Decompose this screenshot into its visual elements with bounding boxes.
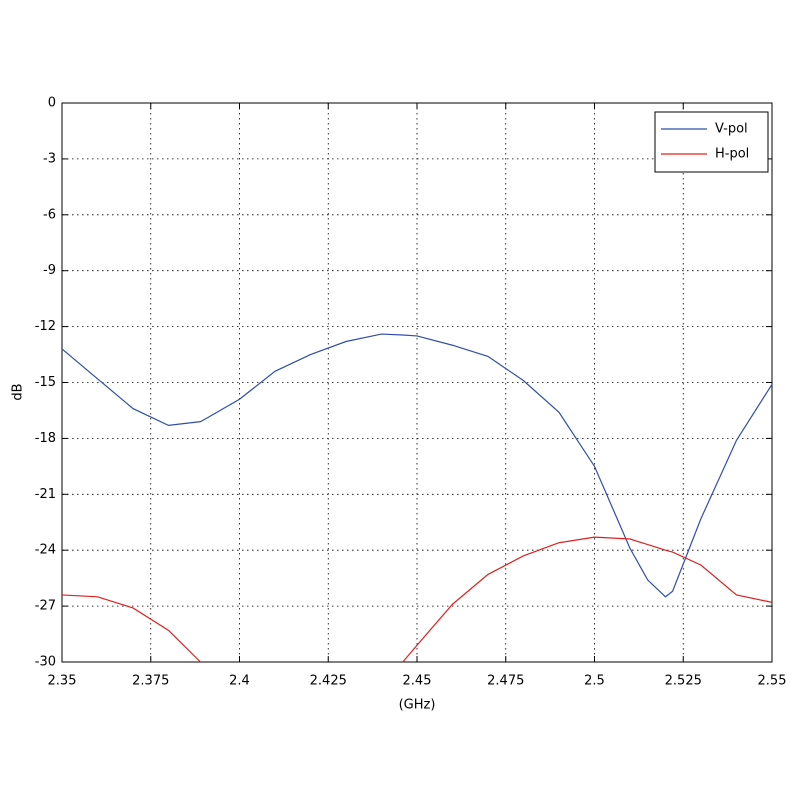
x-tick-label: 2.55: [758, 674, 787, 689]
y-tick-label: 0: [48, 96, 56, 111]
x-axis-label: (GHz): [399, 698, 436, 713]
y-tick-label: -6: [43, 207, 56, 222]
y-tick-label: -27: [35, 599, 56, 614]
x-tick-label: 2.425: [310, 674, 347, 689]
y-tick-label: -9: [43, 263, 56, 278]
x-tick-label: 2.4: [229, 674, 250, 689]
y-tick-label: -3: [43, 151, 56, 166]
y-tick-label: -18: [35, 431, 56, 446]
data-line: [61, 333, 773, 598]
y-axis-label: dB: [11, 383, 26, 400]
y-tick-label: -21: [35, 487, 56, 502]
legend-label: H-pol: [715, 147, 749, 162]
x-tick-label: 2.475: [487, 674, 524, 689]
x-tick-label: 2.5: [584, 674, 605, 689]
legend-label: V-pol: [715, 122, 748, 137]
y-tick-label: -30: [35, 655, 56, 670]
y-tick-label: -12: [35, 319, 56, 334]
x-tick-label: 2.375: [132, 674, 169, 689]
axes-box: [61, 102, 773, 663]
x-tick-label: 2.525: [665, 674, 702, 689]
data-line: [61, 536, 773, 663]
legend-box: [654, 111, 769, 173]
x-tick-label: 2.35: [48, 674, 77, 689]
y-tick-label: -24: [35, 543, 56, 558]
x-tick-label: 2.45: [403, 674, 432, 689]
y-tick-label: -15: [35, 375, 56, 390]
